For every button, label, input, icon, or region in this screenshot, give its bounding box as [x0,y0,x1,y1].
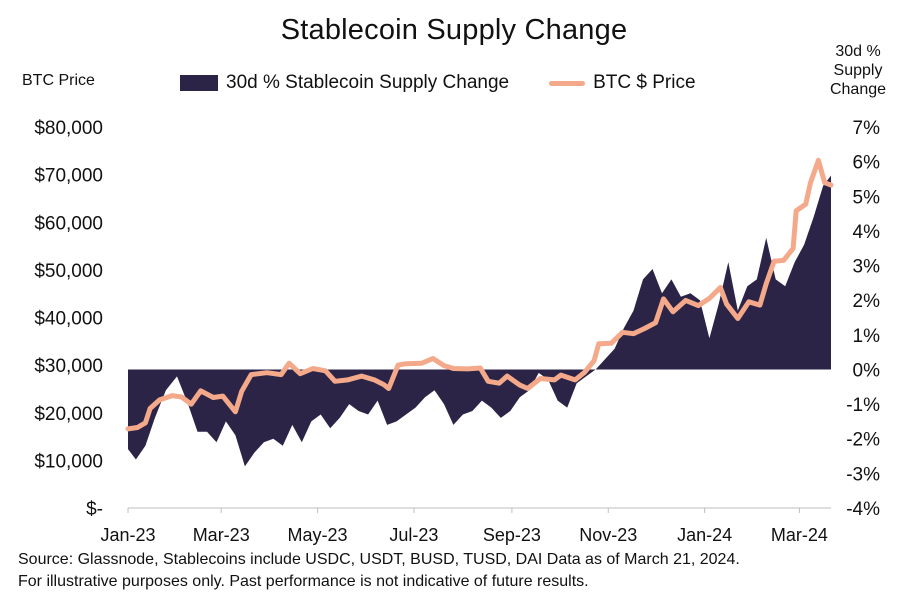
right-axis-label-line-1: 30d % [835,43,881,60]
right-tick-label: -4% [846,499,880,520]
right-tick-label: -2% [846,430,880,451]
x-tick-label: Jan-24 [677,525,732,545]
right-tick-label: 4% [853,222,881,243]
footnote-disclaimer: For illustrative purposes only. Past per… [18,573,589,590]
right-tick-label: 7% [853,118,881,139]
left-tick-label: $60,000 [34,213,103,234]
left-tick-label: $70,000 [34,166,103,187]
right-tick-label: -1% [846,395,880,416]
left-tick-label: $- [86,499,103,520]
left-tick-label: $50,000 [34,261,103,282]
footnote: Source: Glassnode, Stablecoins include U… [18,549,740,593]
left-axis-label: BTC Price [22,72,95,89]
right-tick-label: 5% [853,187,881,208]
right-tick-label: 6% [853,153,881,174]
legend-item-supply: 30d % Stablecoin Supply Change [180,72,509,94]
x-tick-label: Jul-23 [389,525,438,545]
footnote-source: Source: Glassnode, Stablecoins include U… [18,551,740,568]
x-tick-label: Sep-23 [483,525,541,545]
right-axis-label-line-2: Supply [833,62,883,79]
legend-item-btc: BTC $ Price [549,72,696,94]
right-tick-label: 0% [853,360,881,381]
legend-swatch-supply [180,75,218,91]
right-axis-label-line-3: Change [829,81,887,98]
x-tick-label: Mar-23 [193,525,250,545]
right-tick-label: 1% [853,326,881,347]
x-tick-label: Jan-23 [100,525,155,545]
legend: 30d % Stablecoin Supply Change BTC $ Pri… [180,72,736,94]
right-axis-label: 30d % Supply Change [822,42,894,99]
btc-price-line [125,157,834,432]
x-tick-label: May-23 [288,525,348,545]
supply-change-area [128,175,831,467]
legend-label-btc: BTC $ Price [593,72,696,93]
right-tick-label: 2% [853,291,881,312]
legend-swatch-btc [549,80,586,86]
chart-title: Stablecoin Supply Change [280,14,628,46]
x-tick-label: Nov-23 [579,525,637,545]
x-tick-label: Mar-24 [771,525,828,545]
left-tick-label: $10,000 [34,451,103,472]
legend-label-supply: 30d % Stablecoin Supply Change [226,72,510,93]
left-tick-label: $30,000 [34,356,103,377]
left-tick-label: $40,000 [34,309,103,330]
right-tick-label: -3% [846,464,880,485]
left-tick-label: $80,000 [34,118,103,139]
left-tick-label: $20,000 [34,404,103,425]
right-tick-label: 3% [853,257,881,278]
